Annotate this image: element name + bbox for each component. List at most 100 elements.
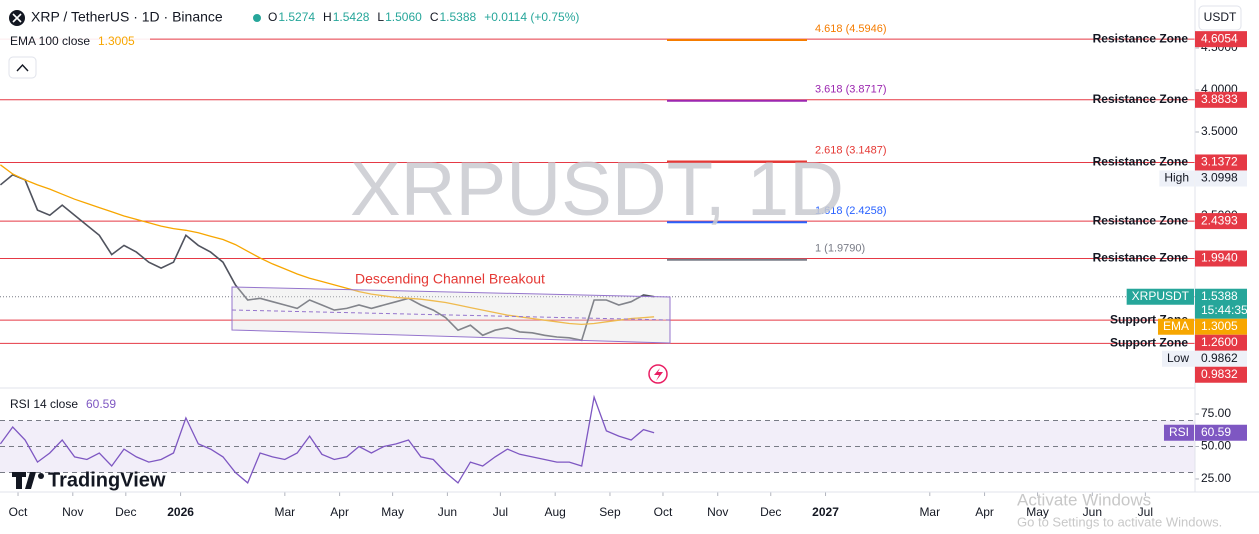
price-label: 4.6054	[1201, 31, 1238, 45]
ema-legend-bg	[0, 32, 150, 52]
y-tick-label: 50.00	[1201, 439, 1231, 453]
x-tick-label: 2026	[167, 505, 194, 519]
x-tick-label: Sep	[599, 505, 621, 519]
x-tick-label: Dec	[115, 505, 136, 519]
y-tick-label: 3.5000	[1201, 124, 1238, 138]
price-label: 3.8833	[1201, 92, 1238, 106]
price-label-name: EMA	[1163, 319, 1189, 333]
price-label-bg	[1195, 31, 1247, 48]
x-tick-label: Mar	[919, 505, 940, 519]
price-label: 1.5388	[1201, 289, 1238, 303]
price-label: 0.9862	[1201, 351, 1238, 365]
price-label: 3.0998	[1201, 171, 1238, 185]
price-label-name-bg	[1161, 350, 1194, 367]
zone-label: Resistance Zone	[1093, 31, 1189, 45]
ohlc-value: 1.5428	[333, 10, 370, 24]
price-label: 1.3005	[1201, 319, 1238, 333]
x-tick-label: Jun	[438, 505, 457, 519]
x-tick-label: Mar	[274, 505, 295, 519]
market-status	[253, 14, 261, 22]
price-label: 1.2600	[1201, 335, 1238, 349]
currency: USDT	[1204, 10, 1237, 24]
series-line	[0, 164, 655, 326]
brand-logo-dot	[38, 473, 44, 479]
price-label-name: RSI	[1169, 425, 1189, 439]
collapse-button[interactable]	[8, 56, 37, 79]
x-tick-label: 2027	[812, 505, 839, 519]
channel-mid	[231, 309, 671, 321]
ema-legend[interactable]: EMA 100 close	[10, 34, 90, 48]
symbol-logo-mark	[12, 13, 22, 23]
ohlc-key: O	[268, 10, 277, 24]
fib-label: 1 (1.9790)	[815, 243, 865, 255]
price-label-bg	[1195, 350, 1247, 367]
price-label-name: XRPUSDT	[1132, 289, 1190, 303]
x-tick-label: May	[1026, 505, 1049, 519]
x-tick-label: Oct	[9, 505, 28, 519]
fib-label: 2.618 (3.1487)	[815, 144, 887, 156]
price-label: 0.9832	[1201, 367, 1238, 381]
ohlc-value: 1.5388	[439, 10, 476, 24]
x-tick-label: Dec	[760, 505, 781, 519]
fib-label: 1.618 (2.4258)	[815, 205, 887, 217]
price-label-bg	[1195, 288, 1247, 319]
watermark: XRPUSDT, 1D	[350, 147, 844, 232]
rsi-legend[interactable]: RSI 14 close	[10, 397, 78, 411]
x-tick-label: Apr	[975, 505, 994, 519]
currency-button[interactable]	[1198, 5, 1242, 31]
zone-label: Resistance Zone	[1093, 251, 1189, 265]
ohlc-value: 1.5060	[385, 10, 422, 24]
price-label-bg	[1195, 213, 1247, 230]
price-label-name-bg	[1157, 318, 1194, 335]
price-label-name: Low	[1167, 351, 1189, 365]
x-tick-label: Jul	[493, 505, 508, 519]
fib-label: 3.618 (3.8717)	[815, 84, 887, 96]
windows-subtitle: Go to Settings to activate Windows.	[1017, 514, 1222, 529]
ema-legend-value: 1.3005	[98, 34, 135, 48]
zone-label: Support Zone	[1110, 336, 1188, 350]
collapse-icon	[16, 63, 29, 72]
x-tick-label: Oct	[654, 505, 673, 519]
x-tick-label: May	[381, 505, 404, 519]
price-countdown: 15:44:35	[1201, 303, 1248, 317]
price-label: 1.9940	[1201, 251, 1238, 265]
price-label-bg	[1195, 170, 1247, 187]
x-tick-label: Nov	[707, 505, 728, 519]
brand: TradingView	[48, 469, 166, 491]
price-label: 60.59	[1201, 425, 1231, 439]
price-label-name-bg	[1163, 424, 1194, 441]
x-tick-label: Aug	[545, 505, 566, 519]
price-label-bg	[1195, 91, 1247, 108]
symbol[interactable]: XRP / TetherUS · 1D · Binance	[31, 9, 223, 25]
ohlc-value: 1.5274	[278, 10, 315, 24]
series-line	[0, 173, 655, 342]
zone-label: Resistance Zone	[1093, 92, 1189, 106]
ohlc-key: H	[323, 10, 332, 24]
price-label: 2.4393	[1201, 213, 1238, 227]
price-label-bg	[1195, 154, 1247, 171]
price-label-name-bg	[1159, 170, 1194, 187]
ohlc-key: C	[430, 10, 439, 24]
x-tick-label: Apr	[330, 505, 349, 519]
x-tick-label: Jun	[1083, 505, 1102, 519]
brand-logo	[12, 472, 36, 489]
price-label-bg	[1195, 366, 1247, 383]
price-label-name: High	[1164, 171, 1189, 185]
price-label-bg	[1195, 318, 1247, 335]
windows-title: Activate Windows	[1017, 490, 1151, 509]
x-tick-label: Nov	[62, 505, 83, 519]
price-label-name-bg	[1126, 288, 1194, 305]
y-tick-label: 75.00	[1201, 406, 1231, 420]
price-label-bg	[1195, 250, 1247, 267]
rsi-legend-value: 60.59	[86, 397, 116, 411]
y-tick-label: 25.00	[1201, 471, 1231, 485]
header-bg	[0, 4, 610, 32]
event-bolt	[654, 368, 663, 381]
series-line	[0, 394, 655, 484]
price-label-bg	[1195, 424, 1247, 441]
fib-label: 4.618 (4.5946)	[815, 23, 887, 35]
ohlc-key: L	[377, 10, 384, 24]
